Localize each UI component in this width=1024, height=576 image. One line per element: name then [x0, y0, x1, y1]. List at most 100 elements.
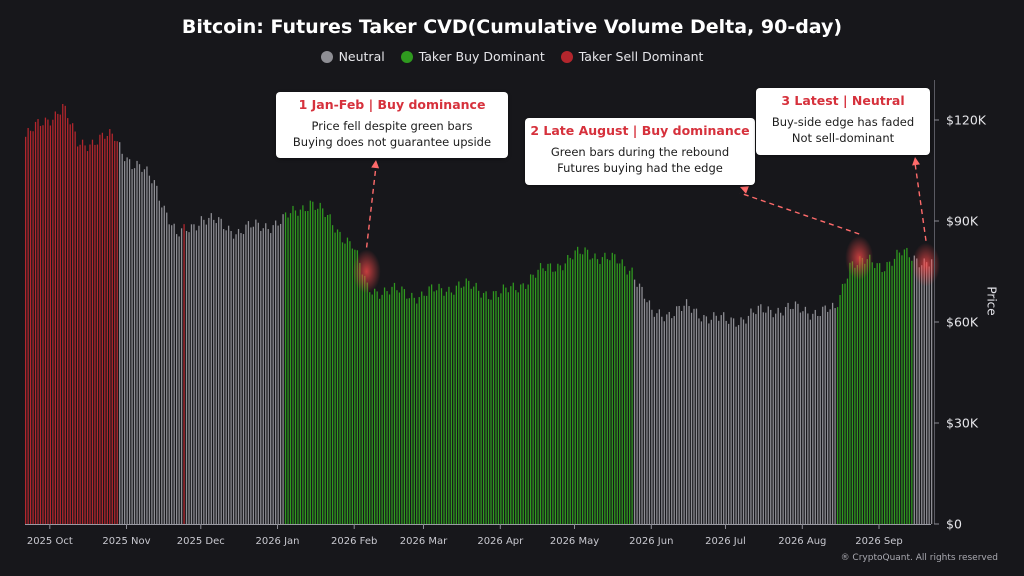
- price-bar: [713, 312, 715, 524]
- price-bar: [223, 229, 225, 524]
- price-bar: [693, 308, 695, 524]
- price-bar: [856, 265, 859, 524]
- price-bar: [408, 298, 410, 524]
- price-bar: [210, 213, 212, 525]
- price-bar: [453, 294, 455, 524]
- highlight-layer: [352, 236, 940, 294]
- price-bar: [849, 262, 851, 524]
- price-bar: [824, 305, 826, 524]
- price-bar: [421, 291, 423, 524]
- price-bar: [624, 266, 626, 524]
- price-bar: [680, 311, 683, 524]
- price-bar: [138, 164, 141, 524]
- price-bar: [257, 222, 259, 524]
- price-bar: [203, 219, 205, 524]
- price-bar: [25, 136, 27, 524]
- price-bar: [554, 271, 557, 524]
- price-bar: [520, 284, 522, 524]
- price-bar: [542, 268, 544, 524]
- price-bar: [190, 224, 193, 524]
- price-bar: [604, 252, 606, 524]
- price-bar: [198, 225, 200, 524]
- price-bar: [819, 316, 821, 524]
- price-bar: [148, 175, 151, 524]
- annotation-arrowhead-3: [912, 157, 920, 166]
- price-bar: [220, 218, 222, 524]
- x-tick-label: 2026 May: [550, 536, 599, 547]
- price-bar: [272, 225, 274, 524]
- price-bar: [349, 241, 351, 524]
- price-bar: [854, 267, 856, 524]
- price-bar: [564, 263, 566, 524]
- price-bar: [416, 303, 418, 524]
- price-bar: [641, 286, 643, 524]
- price-bar: [876, 263, 878, 524]
- price-bar: [455, 285, 457, 524]
- price-bar: [574, 250, 576, 524]
- price-bar: [76, 146, 79, 525]
- price-bar: [304, 211, 306, 524]
- price-bar: [398, 292, 401, 524]
- price-bar: [393, 282, 396, 524]
- legend-item-taker-buy[interactable]: Taker Buy Dominant: [400, 49, 545, 64]
- price-bar: [745, 323, 747, 524]
- price-bar: [314, 209, 316, 524]
- price-bar: [777, 307, 779, 524]
- price-bar: [29, 130, 32, 524]
- price-bar: [185, 230, 188, 524]
- price-bar: [822, 306, 824, 524]
- price-bar: [277, 225, 279, 524]
- price-bar: [482, 292, 485, 524]
- price-bar: [403, 289, 406, 524]
- price-bar: [525, 288, 527, 524]
- y-tick-label: $0: [946, 517, 962, 532]
- price-bar: [178, 236, 180, 524]
- legend-item-neutral[interactable]: Neutral: [320, 49, 385, 64]
- price-bar: [478, 290, 480, 524]
- price-bar: [728, 323, 730, 524]
- legend-swatch-neutral: [320, 50, 333, 63]
- price-bar: [376, 291, 378, 524]
- price-bar: [859, 256, 861, 524]
- price-bar: [846, 278, 849, 524]
- x-tick-label: 2026 Apr: [477, 536, 524, 547]
- price-bar: [913, 255, 915, 524]
- price-bar: [767, 306, 769, 524]
- x-tick-label: 2026 Sep: [855, 536, 902, 547]
- price-bar: [718, 320, 720, 524]
- price-bar: [901, 255, 903, 525]
- price-bar: [772, 317, 774, 524]
- price-bar: [89, 144, 91, 524]
- price-bar: [648, 300, 651, 524]
- y-tick-label: $90K: [946, 214, 979, 229]
- x-tick-label: 2026 Mar: [400, 536, 448, 547]
- legend-item-taker-sell[interactable]: Taker Sell Dominant: [560, 49, 703, 64]
- price-bar: [784, 306, 787, 524]
- price-bar: [109, 129, 111, 524]
- x-tick-label: 2025 Nov: [102, 536, 150, 547]
- price-bar: [364, 275, 366, 524]
- price-bar: [708, 323, 710, 524]
- price-bar: [589, 259, 591, 524]
- price-bar: [492, 291, 495, 524]
- price-bar: [119, 142, 121, 524]
- price-bar: [289, 213, 292, 524]
- price-bar: [470, 288, 472, 524]
- price-bar: [931, 259, 933, 524]
- price-bar: [839, 295, 841, 524]
- price-bar: [831, 302, 834, 524]
- price-bar: [527, 284, 529, 524]
- price-bar: [401, 286, 403, 524]
- price-bar: [572, 259, 574, 524]
- price-bar: [921, 265, 923, 524]
- price-bar: [336, 229, 339, 524]
- price-bar: [440, 288, 443, 524]
- price-bar: [643, 298, 646, 524]
- price-bar: [309, 200, 311, 524]
- x-tick-label: 2025 Oct: [27, 536, 73, 547]
- price-bar: [510, 286, 512, 524]
- price-bar: [532, 274, 534, 524]
- price-bar: [378, 298, 381, 524]
- y-tick-label: $30K: [946, 416, 979, 431]
- price-bar: [678, 305, 680, 524]
